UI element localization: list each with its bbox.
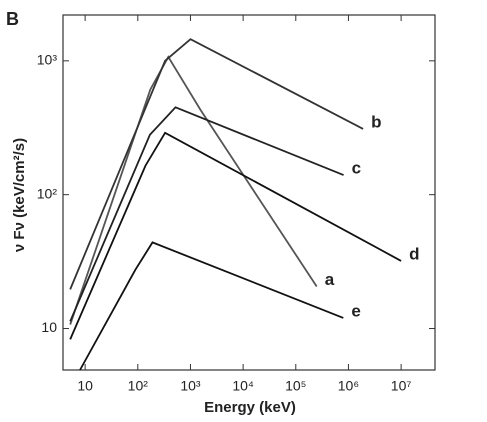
- x-axis-label: Energy (keV): [204, 399, 296, 416]
- plot-frame: [62, 14, 436, 371]
- x-tick-label: 10⁴: [232, 378, 254, 394]
- series-label: e: [351, 301, 360, 320]
- series-label: b: [371, 112, 381, 131]
- x-tick-label: 10: [77, 378, 93, 394]
- x-tick-label: 10⁶: [338, 378, 359, 394]
- series-label: d: [409, 244, 419, 263]
- x-tick-label: 10⁵: [285, 378, 306, 394]
- series-line: [69, 131, 402, 340]
- series-label: c: [352, 159, 361, 178]
- x-tick-label: 10⁷: [391, 378, 412, 394]
- y-tick-label: 10: [41, 319, 57, 335]
- series-line: [69, 38, 364, 290]
- y-axis-label: ν Fν (keV/cm²/s): [11, 138, 28, 252]
- y-tick-label: 10³: [37, 52, 58, 68]
- series-line: [69, 55, 318, 325]
- series-line: [69, 106, 344, 322]
- panel-label: B: [6, 9, 19, 29]
- y-tick-label: 10²: [37, 185, 58, 201]
- series-label: a: [325, 270, 335, 289]
- x-tick-label: 10²: [128, 378, 149, 394]
- series-line: [79, 241, 344, 371]
- x-tick-label: 10³: [180, 378, 201, 394]
